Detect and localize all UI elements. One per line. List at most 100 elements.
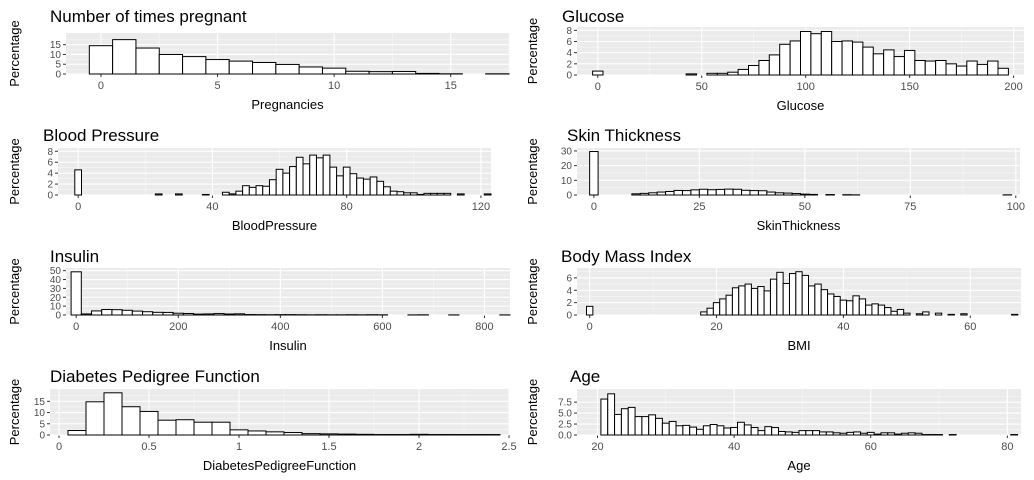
histogram-bar — [795, 271, 803, 316]
histogram-bar — [252, 61, 277, 75]
histogram-bar — [763, 290, 771, 316]
x-tick-label: 60 — [964, 321, 976, 333]
x-tick-label: 0 — [75, 201, 81, 213]
histogram-bar — [880, 432, 889, 436]
histogram-bar — [430, 192, 438, 196]
histogram-bar — [416, 193, 425, 196]
panel-insulin: 0 200 400 600 80001020304050InsulinInsulinPe… — [7, 247, 511, 353]
histogram-bar — [782, 282, 790, 316]
x-axis-label: DiabetesPedigreeFunction — [203, 458, 356, 473]
histogram-bar — [201, 193, 210, 196]
histogram-bar — [301, 433, 321, 436]
histogram-bar — [362, 178, 371, 196]
histogram-bar — [858, 298, 867, 316]
histogram-bar — [121, 406, 141, 436]
histogram-bar — [70, 271, 82, 316]
x-tick-label: 80 — [1001, 441, 1013, 453]
histogram-bar — [639, 192, 650, 196]
y-axis-label: Percentage — [525, 258, 540, 325]
histogram-bar — [758, 59, 770, 76]
y-tick-label: 20 — [561, 161, 573, 172]
histogram-bar — [80, 313, 93, 316]
histogram-bar — [391, 70, 417, 75]
histogram-bar — [924, 60, 937, 76]
histogram-bar — [877, 304, 886, 316]
histogram-bar — [302, 163, 311, 196]
histogram-bar — [716, 72, 729, 76]
histogram-bar — [620, 408, 629, 436]
x-axis-label: Age — [787, 458, 810, 473]
histogram-bar — [689, 426, 698, 436]
panel-title: Glucose — [562, 7, 624, 26]
histogram-bar — [903, 49, 916, 76]
histogram-bar — [235, 190, 244, 196]
histogram-bar — [85, 401, 105, 436]
x-axis-label: Glucose — [777, 98, 825, 113]
histogram-bar — [832, 432, 841, 436]
histogram-bar — [866, 431, 875, 436]
histogram-bar — [103, 392, 123, 436]
histogram-bar — [715, 188, 726, 196]
histogram-bar — [997, 67, 1009, 76]
histogram-bar — [716, 425, 725, 436]
histogram-bar — [586, 305, 594, 316]
histogram-bar — [706, 307, 714, 316]
histogram-bar — [853, 431, 861, 436]
y-tick-label: 7.5 — [558, 398, 572, 409]
histogram-bar — [282, 172, 291, 196]
histogram-bar — [784, 431, 793, 436]
histogram-bar — [800, 30, 812, 76]
histogram-bar — [907, 432, 916, 436]
histogram-bar — [914, 59, 926, 76]
y-tick-label: 20 — [50, 293, 62, 304]
histogram-bar — [681, 190, 692, 196]
histogram-bar — [275, 168, 284, 196]
histogram-bar — [389, 190, 398, 196]
y-tick-label: 0 — [55, 70, 61, 81]
x-axis-label: BMI — [787, 338, 810, 353]
y-axis-label: Percentage — [7, 379, 22, 446]
histogram-bar — [242, 185, 250, 196]
histogram-bar — [976, 63, 989, 76]
histogram-bar — [262, 185, 270, 196]
histogram-bar — [415, 72, 440, 75]
histogram-bar — [627, 406, 636, 436]
histogram-bar — [915, 313, 924, 316]
histogram-bar — [884, 307, 892, 316]
histogram-bar — [319, 433, 339, 436]
x-tick-label: 0 — [56, 441, 62, 453]
y-tick-label: 30 — [561, 146, 573, 157]
panel-title: Number of times pregnant — [50, 7, 247, 26]
histogram-bar — [727, 71, 739, 76]
histogram-bar — [211, 421, 231, 436]
panel-title: Insulin — [50, 247, 99, 266]
histogram-bar — [960, 313, 968, 316]
histogram-bar — [730, 427, 739, 436]
y-tick-label: 2 — [566, 59, 572, 70]
y-tick-label: 0.0 — [558, 431, 572, 442]
histogram-bar — [648, 192, 658, 196]
x-tick-label: 800 — [475, 321, 493, 333]
histogram-bar — [744, 283, 752, 316]
histogram-bar — [818, 431, 827, 436]
histogram-bar — [321, 67, 347, 75]
histogram-bar — [443, 192, 452, 196]
histogram-bar — [655, 417, 663, 436]
histogram-bar — [228, 60, 254, 75]
x-tick-label: 0 — [73, 321, 79, 333]
histogram-bar — [774, 192, 785, 196]
histogram-bar — [356, 177, 364, 196]
x-tick-label: 50 — [799, 201, 811, 213]
histogram-bar — [798, 430, 807, 436]
histogram-bar — [589, 151, 599, 196]
histogram-bar — [668, 420, 677, 436]
panel-title: Body Mass Index — [561, 247, 692, 266]
histogram-bar — [112, 39, 137, 75]
panel-title: Age — [570, 367, 600, 386]
x-axis-label: SkinThickness — [757, 218, 841, 233]
panel-title: Skin Thickness — [567, 126, 681, 145]
histogram-bar — [731, 287, 740, 316]
histogram-bar — [656, 191, 667, 196]
